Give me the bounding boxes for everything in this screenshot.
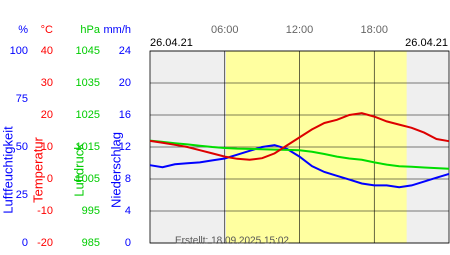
y-tick-label: -10 bbox=[37, 205, 53, 217]
y-tick-label: 1035 bbox=[76, 77, 100, 89]
axis-unit: °C bbox=[41, 24, 53, 36]
series-line bbox=[149, 112, 450, 161]
axis-title: Luftfeuchtigkeit bbox=[0, 126, 15, 214]
series-line bbox=[149, 139, 450, 170]
y-tick-label: 0 bbox=[125, 237, 131, 249]
y-tick-label: 12 bbox=[119, 141, 131, 153]
y-tick-label: 0 bbox=[22, 237, 28, 249]
x-tick-label: 18:00 bbox=[360, 24, 388, 36]
y-tick-label: 8 bbox=[125, 173, 131, 185]
y-tick-label: 0 bbox=[47, 173, 53, 185]
x-tick-label: 12:00 bbox=[286, 24, 314, 36]
x-tick-label: 06:00 bbox=[211, 24, 239, 36]
series-line bbox=[149, 144, 450, 189]
y-tick-label: 24 bbox=[119, 45, 131, 57]
axis-unit: mm/h bbox=[104, 24, 132, 36]
y-tick-label: 25 bbox=[16, 189, 28, 201]
y-tick-label: 75 bbox=[16, 93, 28, 105]
end-date: 26.04.21 bbox=[405, 37, 448, 49]
axis-title: Luftdruck bbox=[71, 143, 86, 197]
y-tick-label: 16 bbox=[119, 109, 131, 121]
y-tick-label: 1045 bbox=[76, 45, 100, 57]
y-tick-label: 985 bbox=[82, 237, 100, 249]
footer: Erstellt: 18.09.2025 15:02 bbox=[175, 236, 289, 247]
y-tick-label: 1015 bbox=[76, 141, 100, 153]
y-tick-label: 20 bbox=[119, 77, 131, 89]
y-tick-label: 20 bbox=[41, 109, 53, 121]
y-tick-label: 50 bbox=[16, 141, 28, 153]
y-tick-label: 995 bbox=[82, 205, 100, 217]
y-tick-label: 10 bbox=[41, 141, 53, 153]
y-tick-label: 1005 bbox=[76, 173, 100, 185]
axis-unit: hPa bbox=[80, 24, 100, 36]
y-tick-label: 100 bbox=[10, 45, 28, 57]
axis-title: Temperatur bbox=[30, 136, 45, 202]
y-tick-label: 4 bbox=[125, 205, 131, 217]
y-tick-label: 40 bbox=[41, 45, 53, 57]
axis-unit: % bbox=[18, 24, 28, 36]
start-date: 26.04.21 bbox=[150, 37, 193, 49]
axis-title: Niederschlag bbox=[108, 132, 123, 208]
y-tick-label: -20 bbox=[37, 237, 53, 249]
y-tick-label: 30 bbox=[41, 77, 53, 89]
plot-border bbox=[149, 50, 450, 244]
y-tick-label: 1025 bbox=[76, 109, 100, 121]
